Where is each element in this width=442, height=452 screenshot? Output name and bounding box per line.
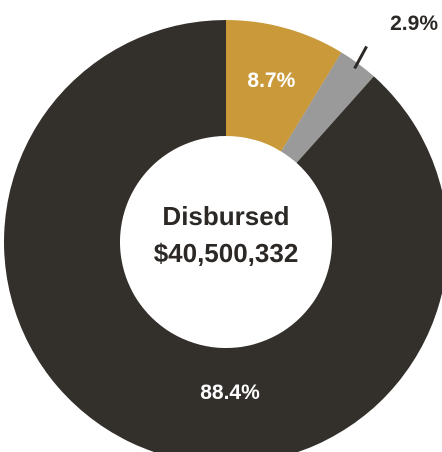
- center-label: Disbursed: [162, 201, 289, 231]
- slice-label-2: 88.4%: [200, 381, 260, 404]
- slice-label-0: 8.7%: [247, 69, 295, 92]
- center-value: $40,500,332: [154, 238, 299, 268]
- slice-label-1: 2.9%: [390, 12, 438, 35]
- slice-leader-line-1: [353, 45, 368, 70]
- slices-group: [4, 20, 442, 452]
- slice-0: [226, 20, 342, 152]
- slice-labels-group: 8.7% 2.9% 88.4%: [200, 12, 438, 404]
- slice-1: [281, 52, 374, 163]
- slice-2: [4, 20, 442, 452]
